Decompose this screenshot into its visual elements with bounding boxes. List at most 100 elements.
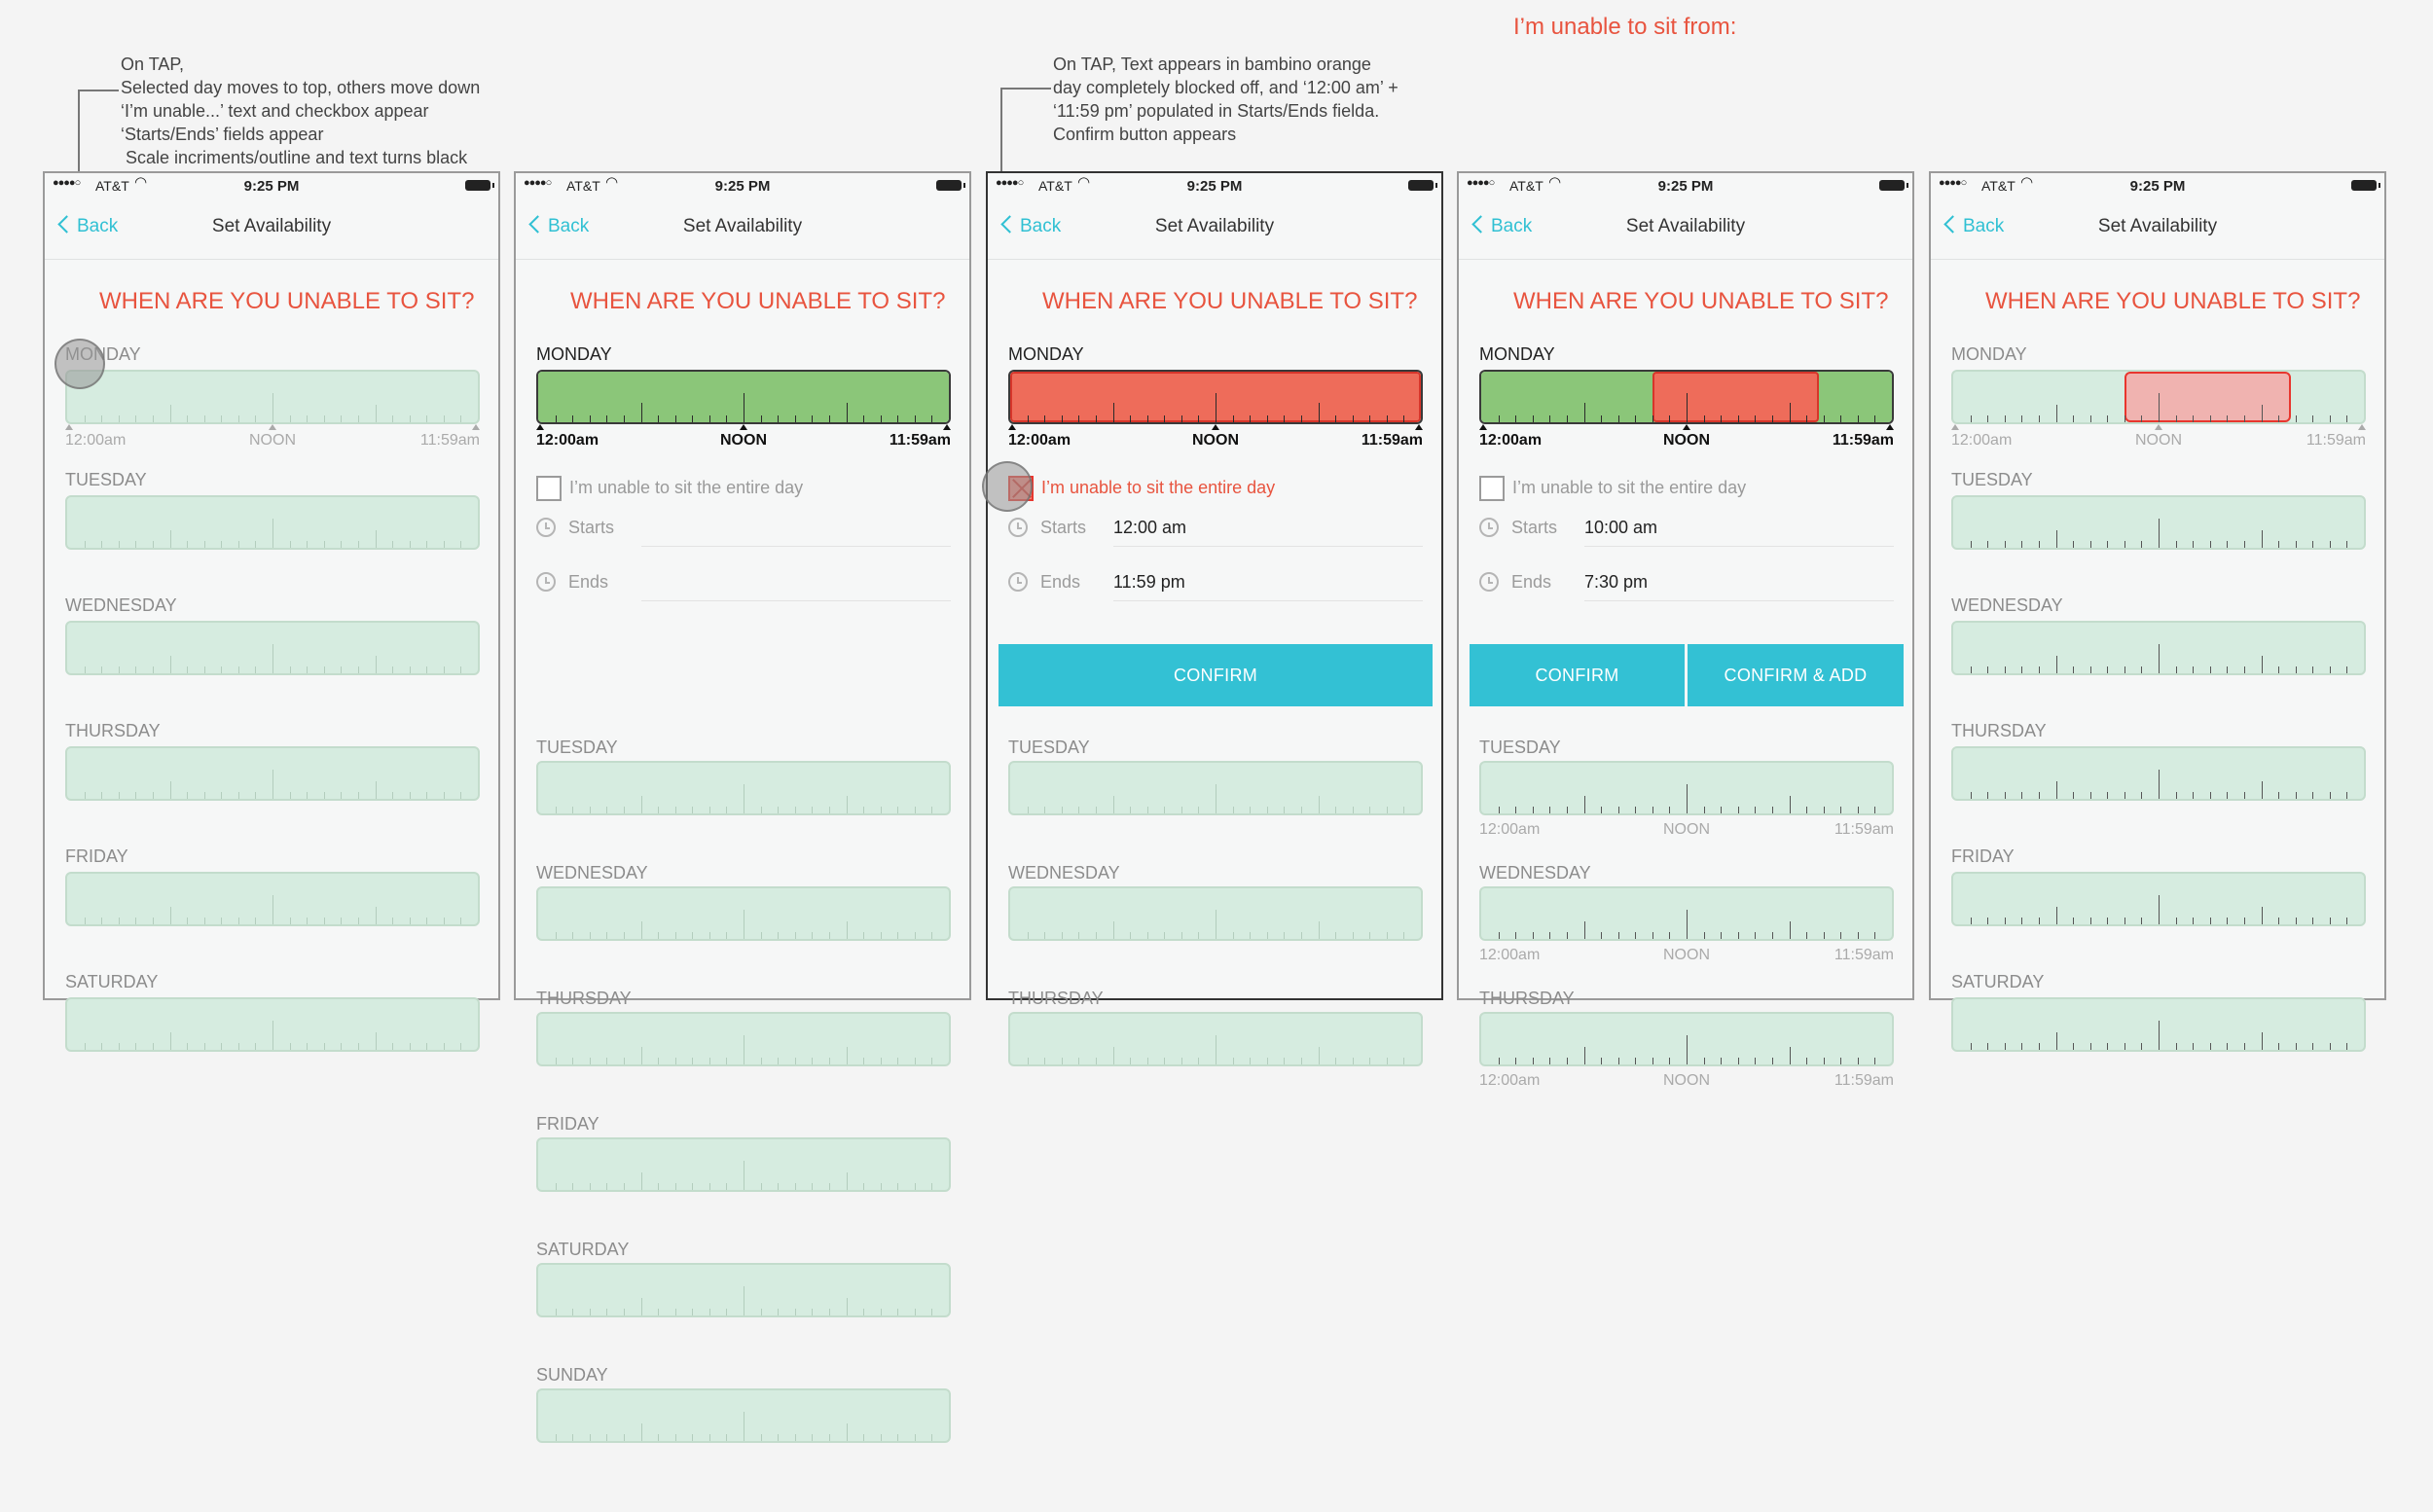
confirm-button[interactable]: CONFIRM xyxy=(999,644,1433,706)
tick-mark xyxy=(914,1183,916,1190)
tick-mark xyxy=(1112,796,1114,813)
tick-mark xyxy=(1266,932,1268,939)
tick-mark xyxy=(572,932,574,939)
back-button[interactable]: Back xyxy=(1471,215,1532,237)
tick-mark xyxy=(606,1309,608,1315)
phone-screen-2: ●●●●○ AT&T ◠ 9:25 PM Back Set Availability WHE… xyxy=(514,171,971,1443)
tick-mark xyxy=(828,1309,830,1315)
ends-field[interactable]: Ends xyxy=(536,572,951,611)
ends-value[interactable]: 7:30 pm xyxy=(1584,572,1649,592)
availability-track[interactable] xyxy=(1951,370,2366,424)
confirm-button[interactable]: CONFIRM xyxy=(1470,644,1685,706)
starts-value[interactable]: 12:00 am xyxy=(1113,518,1187,537)
tick-mark xyxy=(1617,1058,1619,1064)
tick-mark xyxy=(623,1058,625,1064)
starts-value[interactable]: 10:00 am xyxy=(1584,518,1658,537)
tick-mark xyxy=(1250,415,1252,422)
tick-mark xyxy=(658,1058,660,1064)
tick-mark xyxy=(1601,807,1603,813)
availability-track[interactable] xyxy=(1008,886,1423,941)
blocked-range[interactable] xyxy=(1652,372,1819,422)
tick-mark xyxy=(2055,1032,2057,1050)
availability-track[interactable] xyxy=(65,621,480,675)
ends-field[interactable]: Ends 7:30 pm xyxy=(1479,572,1894,611)
back-button[interactable]: Back xyxy=(57,215,118,237)
day-label-monday: MONDAY xyxy=(536,344,612,364)
ends-value[interactable]: 11:59 pm xyxy=(1113,572,1185,592)
tick-mark xyxy=(2346,666,2348,673)
tick-mark xyxy=(1532,932,1534,939)
tick-mark xyxy=(1164,415,1166,422)
starts-field[interactable]: Starts 12:00 am xyxy=(1008,518,1423,557)
tick-mark xyxy=(2295,918,2297,924)
tick-mark xyxy=(658,1183,660,1190)
tick-mark xyxy=(152,415,154,422)
availability-track[interactable] xyxy=(1951,746,2366,801)
tick-mark xyxy=(392,792,394,799)
tick-mark xyxy=(1061,1058,1063,1064)
tick-mark xyxy=(323,918,325,924)
availability-track[interactable] xyxy=(65,370,480,424)
availability-track[interactable] xyxy=(65,495,480,550)
availability-track[interactable] xyxy=(536,1388,951,1443)
ends-field[interactable]: Ends 11:59 pm xyxy=(1008,572,1423,611)
availability-track[interactable] xyxy=(536,761,951,815)
nav-bar: Back Set Availability xyxy=(988,197,1441,260)
scale-end-label: 11:59am xyxy=(1834,947,1894,963)
tick-mark xyxy=(846,1047,848,1064)
tick-mark xyxy=(606,807,608,813)
starts-field[interactable]: Starts 10:00 am xyxy=(1479,518,1894,557)
availability-track[interactable] xyxy=(536,1137,951,1192)
entire-day-checkbox[interactable] xyxy=(1479,476,1505,501)
tick-mark xyxy=(203,792,205,799)
carrier-name: AT&T xyxy=(1509,178,1543,194)
availability-track[interactable] xyxy=(65,746,480,801)
back-button[interactable]: Back xyxy=(1000,215,1061,237)
tick-mark xyxy=(255,918,257,924)
tick-mark xyxy=(1403,1058,1405,1064)
scale-caret xyxy=(1008,424,1016,430)
tick-mark xyxy=(2159,519,2160,548)
confirm-and-add-button[interactable]: CONFIRM & ADD xyxy=(1688,644,1904,706)
availability-track[interactable] xyxy=(1008,761,1423,815)
availability-track[interactable] xyxy=(1479,370,1894,424)
tick-mark xyxy=(2159,770,2160,799)
availability-track[interactable] xyxy=(1951,495,2366,550)
tick-mark xyxy=(221,792,223,799)
tick-mark xyxy=(1601,415,1603,422)
tick-mark xyxy=(135,918,137,924)
tick-mark xyxy=(1874,1058,1876,1064)
availability-track[interactable] xyxy=(536,1012,951,1066)
starts-field[interactable]: Starts xyxy=(536,518,951,557)
tick-mark xyxy=(460,666,462,673)
back-label: Back xyxy=(548,216,590,236)
tick-mark xyxy=(426,1043,428,1050)
day-label-thursday: THURSDAY xyxy=(1951,721,2047,740)
availability-track[interactable] xyxy=(1008,370,1423,424)
back-button[interactable]: Back xyxy=(528,215,590,237)
availability-track[interactable] xyxy=(1479,1012,1894,1066)
availability-track[interactable] xyxy=(1479,886,1894,941)
tick-mark xyxy=(2021,918,2023,924)
availability-track[interactable] xyxy=(536,1263,951,1317)
tick-mark xyxy=(2141,792,2143,799)
availability-track[interactable] xyxy=(65,997,480,1052)
availability-track[interactable] xyxy=(1951,872,2366,926)
availability-track[interactable] xyxy=(1479,761,1894,815)
starts-label: Starts xyxy=(568,518,615,537)
tick-mark xyxy=(2141,541,2143,548)
availability-track[interactable] xyxy=(1008,1012,1423,1066)
availability-track[interactable] xyxy=(65,872,480,926)
availability-track[interactable] xyxy=(1951,621,2366,675)
blocked-range[interactable] xyxy=(2124,372,2291,422)
tick-mark xyxy=(2209,918,2211,924)
availability-track[interactable] xyxy=(1951,997,2366,1052)
tick-mark xyxy=(897,932,899,939)
entire-day-checkbox[interactable] xyxy=(536,476,562,501)
tick-mark xyxy=(1583,1047,1585,1064)
tick-mark xyxy=(409,415,411,422)
availability-track[interactable] xyxy=(536,886,951,941)
availability-track[interactable] xyxy=(536,370,951,424)
tick-mark xyxy=(409,666,411,673)
back-button[interactable]: Back xyxy=(1943,215,2004,237)
